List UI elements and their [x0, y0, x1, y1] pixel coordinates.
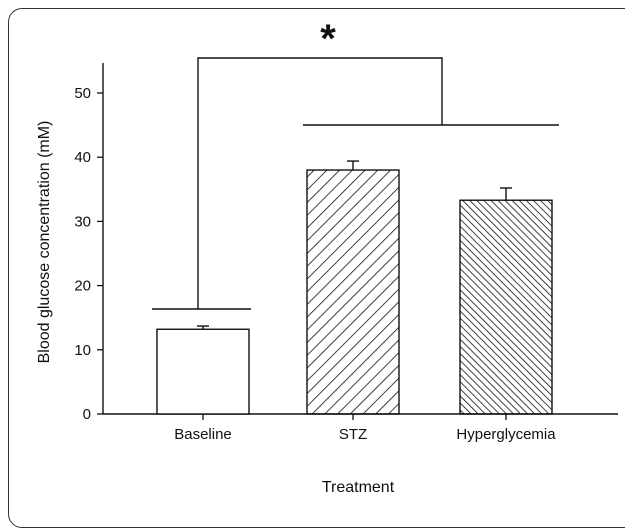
significance-star: * [320, 17, 336, 61]
x-tick-label-hyperglycemia: Hyperglycemia [456, 426, 556, 443]
y-tick-label: 50 [74, 85, 91, 102]
x-tick-label-stz: STZ [339, 426, 367, 443]
y-tick-label: 40 [74, 149, 91, 166]
x-tick-label-baseline: Baseline [174, 426, 232, 443]
y-tick-label: 10 [74, 342, 91, 359]
bar-hyperglycemia [459, 199, 553, 415]
y-tick-label: 30 [74, 213, 91, 230]
y-tick-label: 20 [74, 278, 91, 295]
y-axis-title: Blood glucose concentration (mM) [36, 121, 53, 364]
bars [156, 160, 553, 415]
comparison-bracket [197, 57, 443, 309]
bar-stz [306, 169, 400, 415]
bar-baseline [156, 328, 250, 415]
bar-chart: 0 10 20 30 40 50 Baseline STZ Hyperglycemia * Tr… [36, 17, 618, 496]
y-tick-label: 0 [83, 406, 91, 423]
x-axis-title: Treatment [322, 479, 395, 496]
significance-brackets [152, 57, 559, 310]
